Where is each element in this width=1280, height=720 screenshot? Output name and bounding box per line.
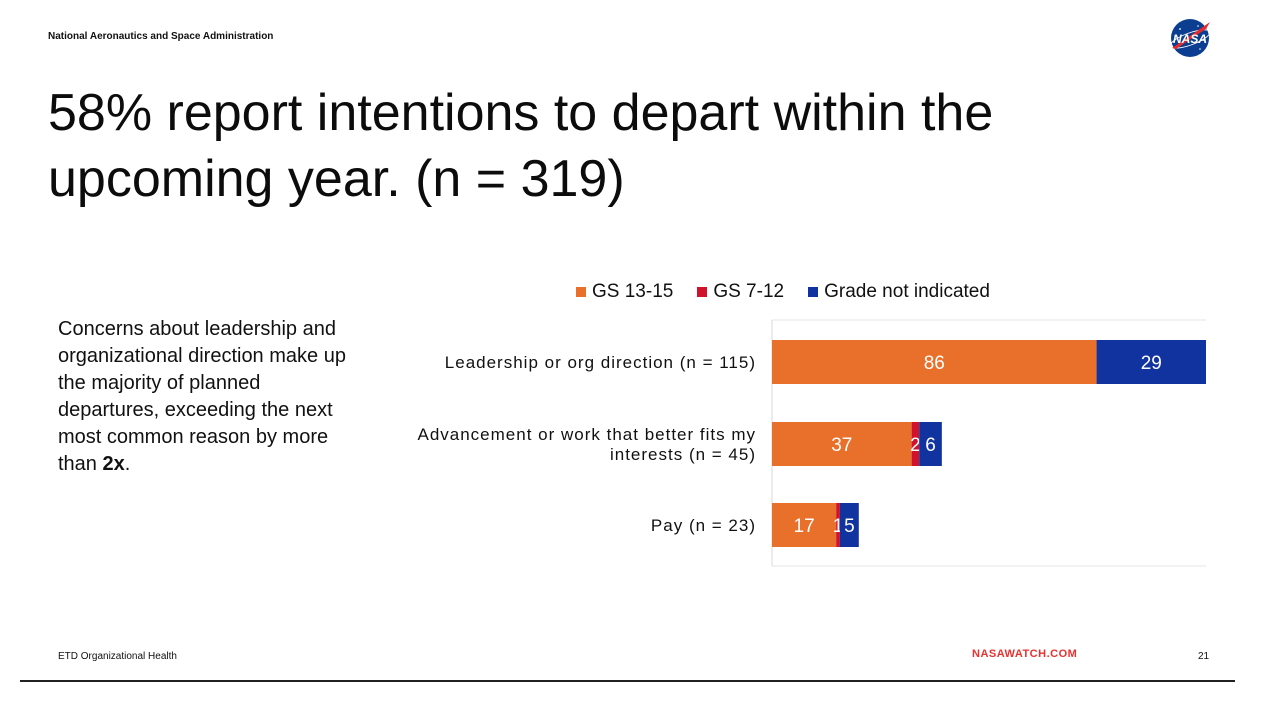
agency-name: National Aeronautics and Space Administr… — [48, 31, 274, 42]
summary-text: Concerns about leadership and organizati… — [58, 316, 358, 478]
category-label-line: interests (n = 45) — [610, 445, 756, 464]
data-label: 17 — [794, 516, 815, 537]
footer-label: ETD Organizational Health — [58, 651, 177, 662]
summary-emphasis: 2x — [102, 453, 125, 475]
legend-item-2: Grade not indicated — [808, 281, 990, 303]
data-label: 5 — [844, 516, 855, 537]
nasa-logo-icon: NASA — [1169, 19, 1211, 57]
bar-segment — [772, 503, 837, 547]
category-label: Advancement or work that better fits my i… — [417, 425, 756, 464]
category-label: Pay (n = 23) — [651, 516, 756, 535]
legend-swatch — [697, 287, 708, 297]
bar-segment — [836, 503, 840, 547]
data-label: 37 — [831, 435, 852, 456]
category-label-line: Pay (n = 23) — [651, 516, 756, 535]
legend-label: GS 13-15 — [592, 281, 674, 302]
bar-segment — [772, 422, 912, 466]
category-label-line: Advancement or work that better fits my — [417, 425, 756, 444]
summary-text-end: . — [124, 453, 131, 475]
data-label: 1 — [833, 516, 844, 537]
legend-swatch — [576, 287, 586, 297]
legend-item-1: GS 7-12 — [697, 281, 784, 303]
data-label: 86 — [924, 353, 945, 374]
legend-label: GS 7-12 — [713, 281, 785, 302]
bar-segment — [772, 340, 1097, 384]
data-label: 6 — [925, 435, 936, 456]
category-label-line: Leadership or org direction (n = 115) — [445, 353, 756, 372]
stacked-bar-chart: Leadership or org direction (n = 115) 86 2… — [360, 318, 1220, 583]
bar-segment — [919, 422, 942, 466]
footer-divider — [20, 680, 1235, 682]
legend-label: Grade not indicated — [824, 281, 990, 302]
bar-segment — [1096, 340, 1206, 384]
page-number: 21 — [1198, 651, 1210, 662]
bar-segment — [911, 422, 920, 466]
chart-legend: GS 13-15 GS 7-12 Grade not indicated — [576, 280, 1004, 304]
nasa-logo-text: NASA — [1173, 32, 1207, 46]
data-label: 2 — [910, 435, 921, 456]
chart-canvas: Leadership or org direction (n = 115) 86 2… — [417, 319, 1206, 567]
bar-segment — [839, 503, 859, 547]
page-title: 58% report intentions to depart within t… — [48, 84, 994, 208]
category-label: Leadership or org direction (n = 115) — [445, 353, 756, 372]
legend-item-0: GS 13-15 — [576, 281, 673, 303]
summary-text-main: Concerns about leadership and organizati… — [58, 318, 346, 475]
data-label: 29 — [1141, 353, 1162, 374]
watermark: NASAWATCH.COM — [972, 648, 1078, 660]
legend-swatch — [808, 287, 819, 297]
